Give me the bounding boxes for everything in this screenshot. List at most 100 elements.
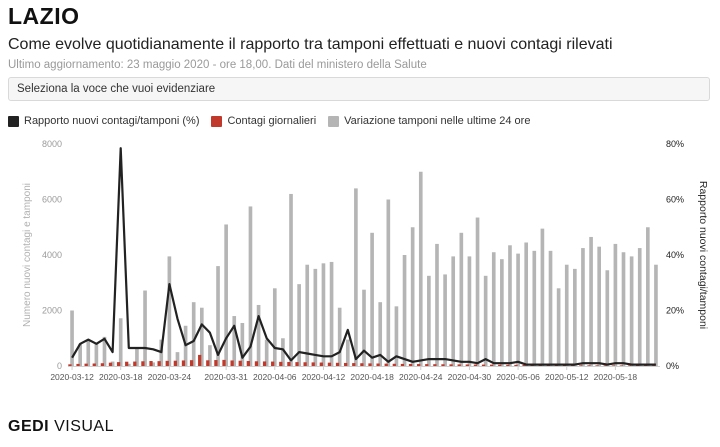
y-left-tick-label: 2000 <box>42 306 62 316</box>
x-tick-label: 2020-04-18 <box>350 372 394 382</box>
tests-bar <box>589 236 593 366</box>
tests-bar <box>216 266 220 366</box>
x-tick-label: 2020-03-18 <box>99 372 143 382</box>
tests-bar <box>548 250 553 366</box>
tests-bar <box>443 274 447 366</box>
cases-bar <box>611 365 615 366</box>
cases-bar <box>108 362 113 366</box>
tests-bar <box>199 307 204 366</box>
cases-bar <box>303 362 307 366</box>
cases-bar <box>141 361 145 366</box>
y-left-tick-label: 8000 <box>42 139 62 149</box>
tests-bar <box>451 256 456 366</box>
tests-bar <box>78 343 82 366</box>
tests-bar <box>94 343 99 366</box>
cases-bar <box>489 364 494 366</box>
cases-bar <box>173 360 177 366</box>
tests-bar <box>135 347 139 366</box>
tests-bar <box>459 232 464 366</box>
y-right-tick-label: 0% <box>666 361 679 371</box>
tests-bar <box>435 243 439 366</box>
tests-bar <box>386 199 391 366</box>
y-left-tick-label: 0 <box>57 361 62 371</box>
y-left-tick-label: 6000 <box>42 195 62 205</box>
series-select-dropdown[interactable]: Seleziona la voce che vuoi evidenziare <box>8 77 710 101</box>
tests-bar <box>345 339 350 366</box>
cases-bar <box>652 365 656 367</box>
tests-bar <box>500 259 504 366</box>
cases-bar <box>84 363 88 366</box>
legend-swatch-ratio <box>8 115 19 127</box>
cases-bar <box>287 361 291 366</box>
y-left-tick-label: 4000 <box>42 250 62 260</box>
tests-bar <box>597 246 602 366</box>
x-tick-label: 2020-05-12 <box>545 372 589 382</box>
cases-bar <box>644 365 648 367</box>
cases-bar <box>449 364 453 366</box>
tests-bar <box>524 242 529 366</box>
cases-bar <box>579 365 583 366</box>
y-left-axis-title: Numero nuovi contagi e tamponi <box>22 183 33 327</box>
cases-bar <box>465 364 469 366</box>
x-tick-label: 2020-04-12 <box>302 372 346 382</box>
x-tick-label: 2020-03-31 <box>204 372 248 382</box>
tests-bar <box>110 361 115 366</box>
tests-bar <box>151 362 155 366</box>
tests-bar <box>167 256 172 366</box>
cases-bar <box>498 364 502 366</box>
cases-bar <box>392 363 396 366</box>
y-right-tick-label: 40% <box>666 250 684 260</box>
cases-bar <box>352 363 356 366</box>
x-tick-label: 2020-05-06 <box>496 372 540 382</box>
tests-bar <box>637 248 642 366</box>
cases-bar <box>319 362 323 366</box>
chart-area: 0 2000 4000 6000 8000 0% 20% 40% 60% 80% Numero nu… <box>22 139 709 382</box>
cases-bar <box>116 362 121 366</box>
legend-item-ratio[interactable]: Rapporto nuovi contagi/tamponi (%) <box>8 115 199 127</box>
tests-bar <box>256 304 261 366</box>
cases-bar <box>181 360 186 366</box>
tests-bar <box>362 289 366 366</box>
tests-bar <box>329 261 334 366</box>
tests-bar <box>532 250 537 366</box>
tests-bar <box>175 352 180 366</box>
cases-bar <box>262 361 267 366</box>
cases-bar <box>522 364 526 366</box>
cases-bar <box>230 360 234 366</box>
tests-bar <box>313 268 318 366</box>
cases-bar <box>125 361 129 366</box>
tests-bar <box>86 339 91 366</box>
cases-bar <box>441 364 445 366</box>
legend-item-tests[interactable]: Variazione tamponi nelle ultime 24 ore <box>328 115 530 127</box>
tests-bar <box>118 318 123 366</box>
cases-bar <box>76 363 80 366</box>
tests-bar <box>581 248 585 366</box>
tests-bar <box>354 188 358 366</box>
cases-bar <box>627 365 632 366</box>
tests-bar <box>646 227 650 366</box>
y-right-tick-label: 20% <box>666 306 684 316</box>
cases-bar <box>238 360 242 366</box>
cases-bar <box>514 364 518 366</box>
tests-bar <box>272 288 277 366</box>
tests-bar <box>232 316 237 366</box>
cases-bar <box>68 364 72 366</box>
x-tick-label: 2020-05-18 <box>594 372 638 382</box>
cases-bar <box>92 363 96 366</box>
cases-bar <box>408 364 413 366</box>
tests-bar <box>427 275 431 366</box>
tests-bar <box>613 243 618 366</box>
tests-bar <box>418 171 423 366</box>
tests-bar <box>289 193 293 366</box>
tests-bar <box>467 256 472 366</box>
cases-bar <box>246 361 250 366</box>
cases-bar <box>189 360 194 366</box>
cases-bar <box>595 365 599 366</box>
legend-item-cases[interactable]: Contagi giornalieri <box>211 115 316 127</box>
chart-subtitle: Come evolve quotidianamente il rapporto … <box>8 36 613 53</box>
cases-bar <box>368 363 372 366</box>
y-right-axis-title: Rapporto nuovi contagi/tamponi <box>697 181 709 329</box>
cases-bar <box>635 365 640 367</box>
x-tick-label: 2020-03-24 <box>148 372 192 382</box>
tests-bar <box>621 252 626 366</box>
